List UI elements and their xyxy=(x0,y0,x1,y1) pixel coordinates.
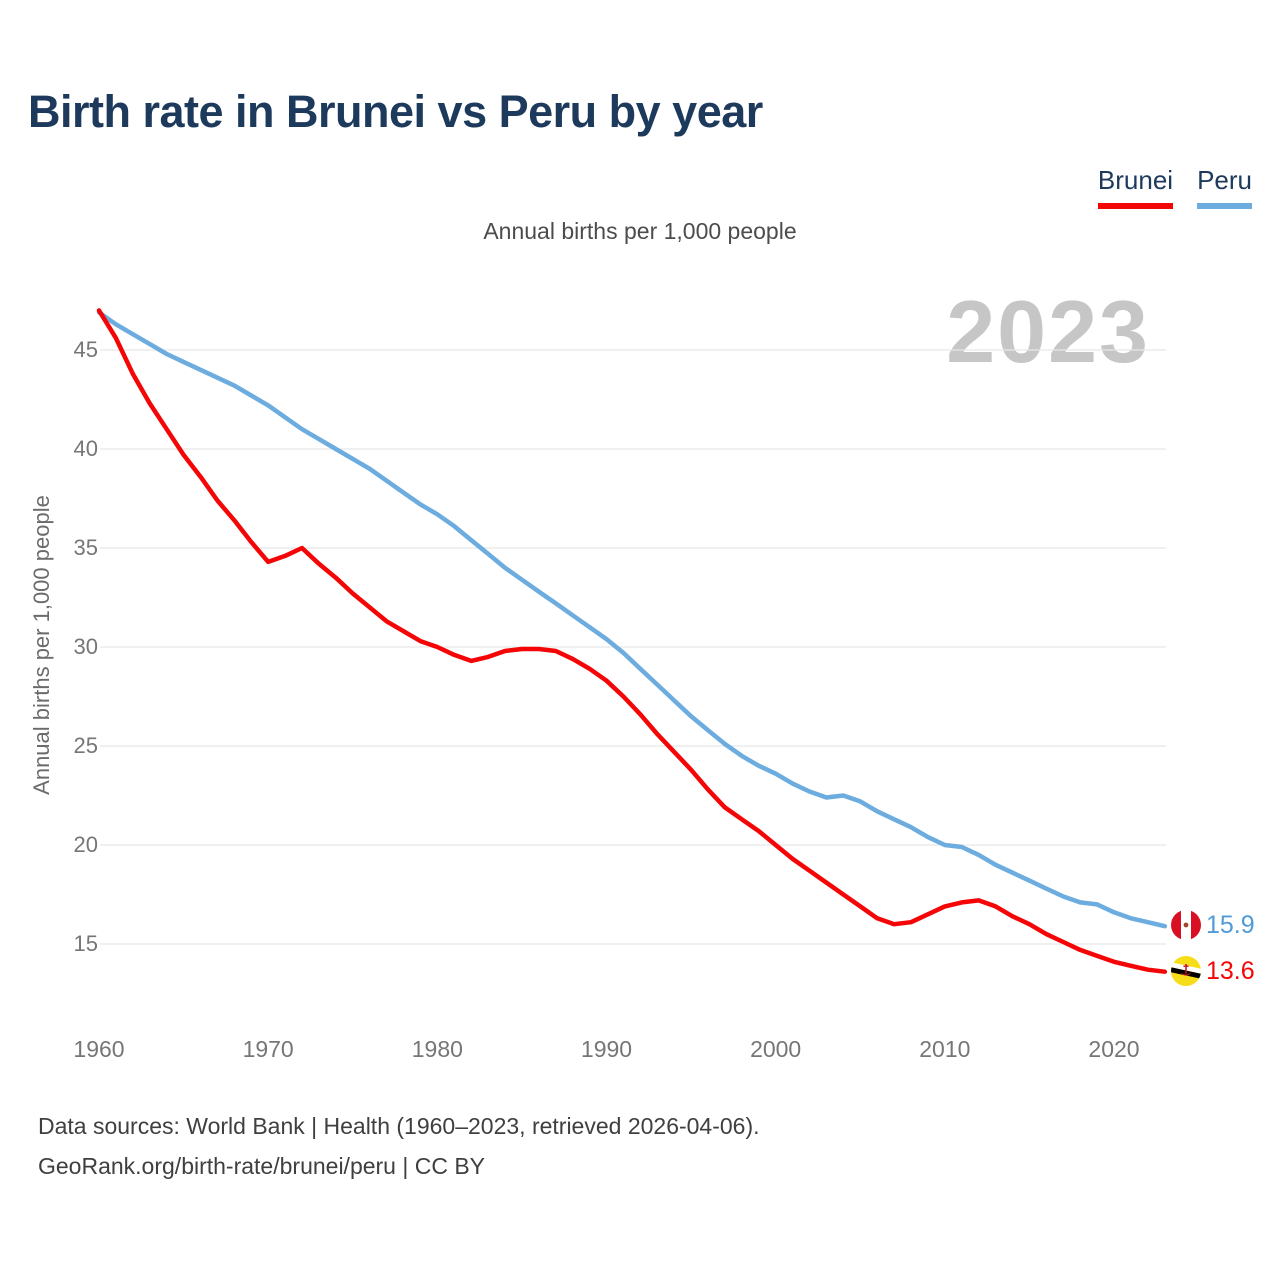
x-tick-label: 2010 xyxy=(919,1036,971,1062)
footer: Data sources: World Bank | Health (1960–… xyxy=(38,1106,760,1186)
y-tick-label: 40 xyxy=(73,436,98,461)
watermark-year: 2023 xyxy=(946,282,1150,381)
y-tick-label: 30 xyxy=(73,634,98,659)
legend-item-peru[interactable]: Peru xyxy=(1197,165,1252,209)
y-tick-label: 15 xyxy=(73,931,98,956)
y-tick-label: 20 xyxy=(73,832,98,857)
series-lines xyxy=(96,308,1168,974)
end-value-brunei: 13.6 xyxy=(1206,957,1255,985)
end-value-peru: 15.9 xyxy=(1206,911,1255,939)
x-tick-label: 1970 xyxy=(242,1036,294,1062)
x-tick-label: 1980 xyxy=(411,1036,463,1062)
legend: Brunei Peru xyxy=(1097,165,1252,209)
x-tick-label: 1990 xyxy=(580,1036,633,1062)
brunei-flag-icon xyxy=(1171,956,1201,986)
gridlines xyxy=(100,349,1166,945)
series-line-brunei xyxy=(96,308,1168,974)
x-tick-label: 1960 xyxy=(73,1036,125,1062)
x-tick-label: 2000 xyxy=(750,1036,802,1062)
footer-sources: Data sources: World Bank | Health (1960–… xyxy=(38,1113,760,1139)
x-tick-label: 2020 xyxy=(1088,1036,1140,1062)
y-tick-label: 25 xyxy=(73,733,98,758)
footer-attribution: GeoRank.org/birth-rate/brunei/peru | CC … xyxy=(38,1153,486,1179)
y-tick-label: 45 xyxy=(73,337,98,362)
chart-subtitle: Annual births per 1,000 people xyxy=(483,218,797,244)
legend-item-brunei[interactable]: Brunei xyxy=(1097,165,1174,209)
peru-flag-icon xyxy=(1171,910,1201,940)
y-tick-label: 35 xyxy=(73,535,98,560)
page-title: Birth rate in Brunei vs Peru by year xyxy=(28,86,763,137)
series-line-peru xyxy=(96,310,1168,929)
